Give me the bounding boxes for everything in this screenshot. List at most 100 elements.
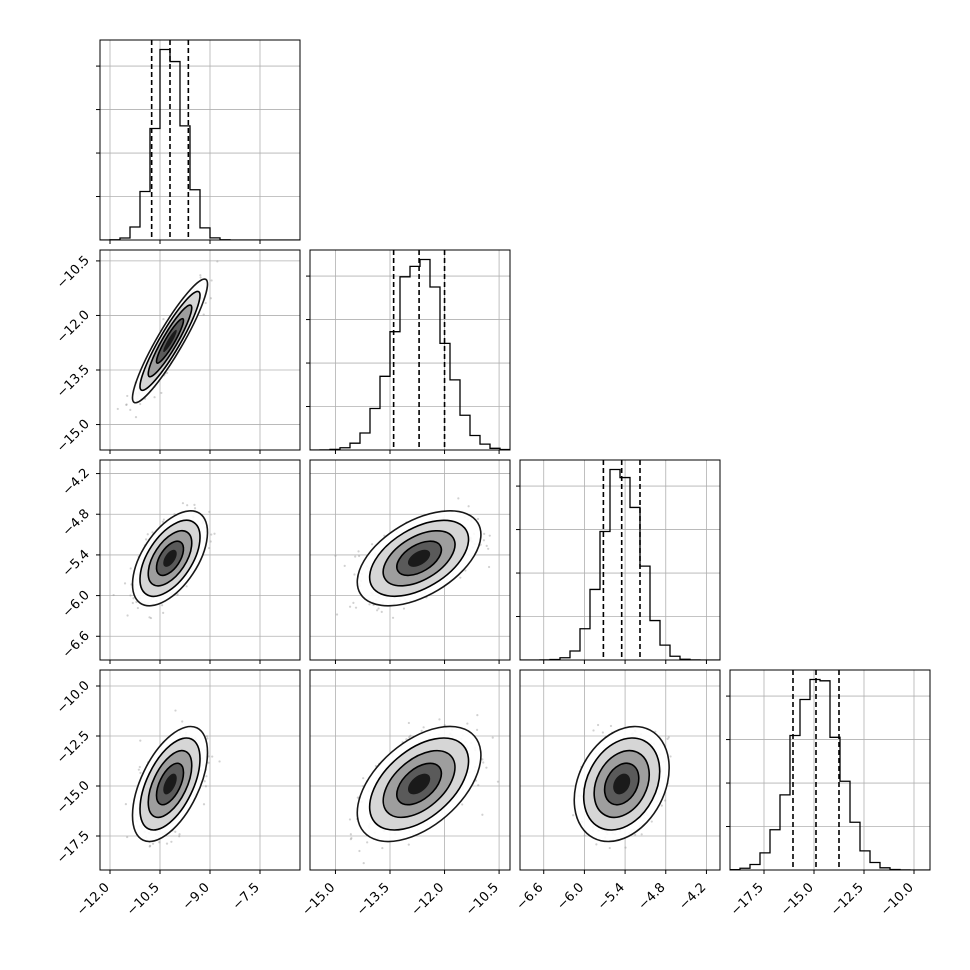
scatter-point (174, 709, 177, 712)
scatter-point (370, 543, 374, 546)
scatter-point (209, 540, 212, 543)
scatter-point (592, 729, 595, 732)
y-tick-label: −4.2 (60, 466, 93, 499)
scatter-point (211, 755, 214, 758)
y-tick-label: −6.0 (60, 588, 93, 621)
scatter-point (477, 784, 480, 787)
x-tick-label: −6.0 (554, 880, 587, 913)
scatter-point (334, 554, 337, 557)
axis-frame (309, 669, 511, 871)
scatter-point (112, 593, 115, 597)
scatter-point (210, 279, 213, 282)
density-panel-3-0 (96, 669, 301, 874)
density-contour (407, 549, 431, 567)
y-tick-label: −15.0 (54, 417, 93, 456)
scatter-point (640, 833, 643, 836)
scatter-point (483, 532, 486, 535)
scatter-point (488, 534, 491, 537)
scatter-point (348, 818, 352, 821)
x-tick-label: −6.6 (514, 880, 547, 913)
scatter-point (595, 843, 598, 846)
scatter-point (181, 502, 185, 505)
density-contour (163, 329, 177, 353)
histogram-panel-3 (726, 669, 931, 874)
axis-frame (99, 249, 301, 451)
scatter-point (420, 729, 423, 732)
scatter-point (124, 803, 127, 806)
scatter-point (466, 722, 469, 725)
scatter-point (218, 760, 221, 763)
axis-frame (99, 669, 301, 871)
scatter-point (650, 820, 653, 823)
scatter-point (193, 503, 196, 507)
scatter-point (170, 840, 173, 843)
y-tick-label: −15.0 (54, 778, 93, 817)
scatter-point (162, 318, 165, 321)
density-panel-2-0 (96, 459, 301, 664)
scatter-point (129, 567, 132, 570)
scatter-point (487, 547, 490, 550)
scatter-point (481, 813, 484, 816)
axis-frame (99, 39, 301, 241)
scatter-point (380, 610, 383, 613)
scatter-point (496, 780, 500, 783)
scatter-point (524, 752, 526, 754)
scatter-point (208, 546, 211, 550)
scatter-point (206, 737, 209, 740)
scatter-point (476, 517, 480, 521)
scatter-point (209, 297, 212, 300)
scatter-point (178, 835, 181, 838)
x-tick-label: −4.2 (676, 880, 709, 913)
scatter-point (485, 544, 488, 547)
scatter-point (407, 721, 410, 725)
axis-frame (309, 249, 511, 451)
scatter-point (205, 735, 209, 738)
scatter-point (358, 849, 361, 853)
scatter-point (213, 532, 216, 535)
density-contour (613, 773, 631, 795)
scatter-point (181, 720, 184, 723)
scatter-point (408, 736, 411, 739)
x-tick-label: −13.5 (354, 880, 393, 919)
scatter-point (572, 814, 575, 817)
scatter-point (381, 846, 384, 850)
scatter-point (407, 843, 410, 846)
scatter-point (356, 796, 359, 799)
scatter-point (377, 607, 380, 610)
scatter-point (596, 723, 600, 727)
scatter-point (362, 777, 365, 780)
x-tick-label: −10.0 (878, 880, 917, 919)
scatter-point (161, 520, 165, 523)
scatter-point (358, 554, 361, 558)
scatter-point (161, 604, 164, 607)
axis-frame (309, 459, 511, 661)
scatter-point (475, 728, 479, 731)
scatter-point (601, 731, 604, 734)
scatter-point (608, 846, 611, 850)
x-tick-label: −10.5 (463, 880, 502, 919)
density-contour (163, 773, 177, 795)
density-contour (407, 773, 431, 795)
scatter-point (126, 394, 129, 398)
scatter-point (162, 611, 165, 614)
scatter-point (482, 761, 485, 764)
scatter-point (126, 835, 129, 839)
density-contour (163, 549, 177, 567)
y-tick-label: −10.5 (54, 253, 93, 292)
scatter-point (353, 573, 356, 576)
x-tick-label: −9.0 (180, 880, 213, 913)
scatter-point (116, 407, 119, 411)
scatter-point (216, 260, 219, 263)
scatter-point (151, 842, 155, 845)
scatter-point (149, 616, 153, 620)
scatter-point (165, 842, 169, 845)
scatter-point (135, 600, 138, 604)
y-tick-label: −17.5 (54, 828, 93, 867)
scatter-point (134, 416, 138, 419)
histogram-step-1 (310, 258, 510, 450)
scatter-point (485, 766, 488, 769)
y-tick-label: −12.5 (54, 728, 93, 767)
scatter-point (634, 833, 637, 836)
scatter-point (366, 841, 369, 844)
scatter-point (368, 603, 371, 606)
